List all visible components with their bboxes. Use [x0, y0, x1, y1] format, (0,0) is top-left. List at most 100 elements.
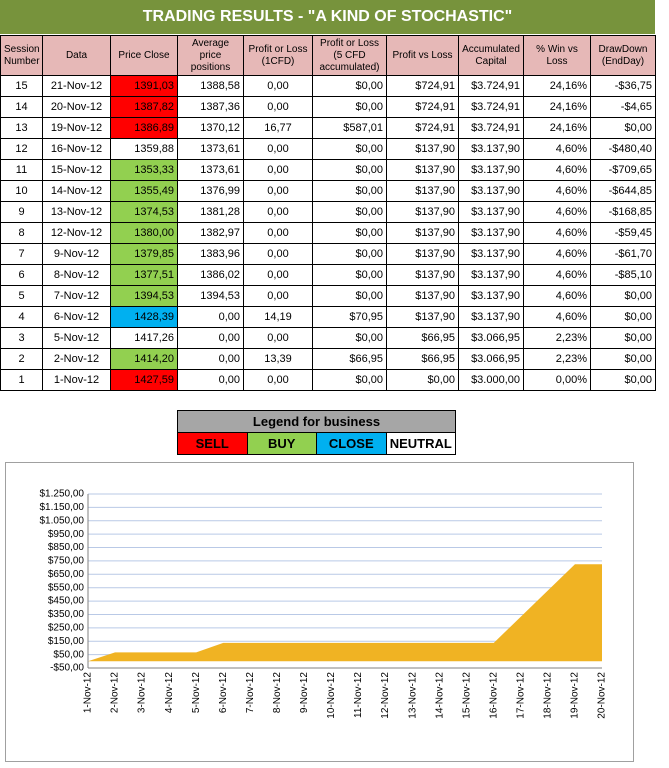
table-cell: -$168,85: [590, 201, 656, 223]
table-cell: 15: [0, 75, 43, 97]
legend-item: BUY: [246, 432, 317, 455]
table-cell: 1381,28: [177, 201, 244, 223]
column-header: Profit or Loss (5 CFD accumulated): [312, 35, 387, 76]
table-cell: 0,00: [177, 348, 244, 370]
table-cell: 5-Nov-12: [42, 327, 111, 349]
table-cell: 0,00: [243, 285, 313, 307]
table-row: 8 12-Nov-12 1380,00 1382,97 0,00 $0,00 $137,90…: [0, 222, 656, 244]
table-cell: $0,00: [590, 306, 656, 328]
table-cell: 9: [0, 201, 43, 223]
table-cell: $137,90: [386, 222, 459, 244]
table-cell: 24,16%: [523, 96, 591, 118]
table-cell: 8-Nov-12: [42, 264, 111, 286]
x-tick-label: 13-Nov-12: [407, 672, 418, 719]
x-tick-label: 18-Nov-12: [543, 672, 554, 719]
table-cell: 1387,36: [177, 96, 244, 118]
table-cell: 14-Nov-12: [42, 180, 111, 202]
table-cell: $66,95: [386, 348, 459, 370]
x-tick-label: 14-Nov-12: [434, 672, 445, 719]
table-cell: 1391,03: [110, 75, 178, 97]
x-tick-label: 12-Nov-12: [380, 672, 391, 719]
column-header: Price Close: [110, 35, 178, 76]
table-cell: 1394,53: [177, 285, 244, 307]
table-cell: 4: [0, 306, 43, 328]
table-cell: $3.137,90: [458, 306, 524, 328]
table-cell: 8: [0, 222, 43, 244]
column-header: Session Number: [0, 35, 43, 76]
table-cell: 21-Nov-12: [42, 75, 111, 97]
table-cell: 1380,00: [110, 222, 178, 244]
table-cell: 9-Nov-12: [42, 243, 111, 265]
table-cell: $137,90: [386, 180, 459, 202]
table-cell: 1386,89: [110, 117, 178, 139]
table-cell: 1382,97: [177, 222, 244, 244]
table-cell: $0,00: [312, 369, 387, 391]
chart: -$50,00 $50,00 $150,00 $250,00 $350,00 $450,0…: [5, 462, 634, 762]
table-cell: 4,60%: [523, 159, 591, 181]
table-cell: 3: [0, 327, 43, 349]
table-cell: $137,90: [386, 201, 459, 223]
table-cell: 4,60%: [523, 243, 591, 265]
table-cell: 1359,88: [110, 138, 178, 160]
x-tick-label: 6-Nov-12: [218, 672, 229, 714]
x-tick-label: 7-Nov-12: [245, 672, 256, 714]
table-cell: $0,00: [590, 348, 656, 370]
x-tick-label: 15-Nov-12: [461, 672, 472, 719]
table-cell: $3.137,90: [458, 285, 524, 307]
table-cell: 1427,59: [110, 369, 178, 391]
table-cell: $3.137,90: [458, 180, 524, 202]
table-cell: $3.066,95: [458, 348, 524, 370]
table-cell: $724,91: [386, 117, 459, 139]
table-cell: -$61,70: [590, 243, 656, 265]
x-tick-label: 11-Nov-12: [353, 672, 364, 718]
table-cell: 1383,96: [177, 243, 244, 265]
y-tick-label: $750,00: [48, 556, 85, 567]
table-cell: 0,00: [177, 306, 244, 328]
column-header: DrawDown (EndDay): [590, 35, 656, 76]
table-cell: 2-Nov-12: [42, 348, 111, 370]
y-tick-label: $650,00: [48, 569, 85, 580]
table-cell: 13-Nov-12: [42, 201, 111, 223]
table-cell: 4,60%: [523, 201, 591, 223]
table-cell: 1414,20: [110, 348, 178, 370]
y-tick-label: $1.050,00: [40, 515, 85, 526]
y-tick-label: $1.250,00: [40, 489, 85, 500]
table-cell: 1428,39: [110, 306, 178, 328]
table-cell: $0,00: [590, 285, 656, 307]
table-cell: 12: [0, 138, 43, 160]
table-cell: $137,90: [386, 138, 459, 160]
table-cell: 4,60%: [523, 138, 591, 160]
table-row: 11 15-Nov-12 1353,33 1373,61 0,00 $0,00 $137,9…: [0, 159, 656, 181]
table-row: 1 1-Nov-12 1427,59 0,00 0,00 $0,00 $0,00 $3.000…: [0, 369, 656, 391]
results-table: Session Number Data Price Close Average pri…: [0, 35, 656, 391]
y-tick-label: -$50,00: [50, 663, 84, 674]
table-cell: 0,00: [243, 201, 313, 223]
table-cell: 10: [0, 180, 43, 202]
column-header: Data: [42, 35, 111, 76]
table-cell: -$4,65: [590, 96, 656, 118]
sheet-title: TRADING RESULTS - "A KIND OF STOCHASTIC": [0, 0, 655, 34]
table-cell: 4,60%: [523, 264, 591, 286]
y-tick-label: $350,00: [48, 609, 85, 620]
table-cell: $0,00: [312, 138, 387, 160]
legend-item: SELL: [177, 432, 248, 455]
table-cell: 13,39: [243, 348, 313, 370]
table-cell: 1394,53: [110, 285, 178, 307]
table-cell: 24,16%: [523, 75, 591, 97]
table-row: 7 9-Nov-12 1379,85 1383,96 0,00 $0,00 $137,90 $…: [0, 243, 656, 265]
y-tick-label: $950,00: [48, 529, 85, 540]
table-cell: 1-Nov-12: [42, 369, 111, 391]
table-cell: 0,00%: [523, 369, 591, 391]
x-tick-label: 20-Nov-12: [597, 672, 608, 719]
table-cell: $0,00: [312, 264, 387, 286]
y-tick-label: $850,00: [48, 542, 85, 553]
table-cell: 1374,53: [110, 201, 178, 223]
table-cell: $0,00: [590, 327, 656, 349]
table-cell: $3.137,90: [458, 159, 524, 181]
table-cell: $0,00: [312, 180, 387, 202]
table-cell: 1355,49: [110, 180, 178, 202]
table-cell: 5: [0, 285, 43, 307]
table-cell: $3.000,00: [458, 369, 524, 391]
table-cell: 0,00: [243, 180, 313, 202]
x-tick-label: 17-Nov-12: [515, 672, 526, 719]
